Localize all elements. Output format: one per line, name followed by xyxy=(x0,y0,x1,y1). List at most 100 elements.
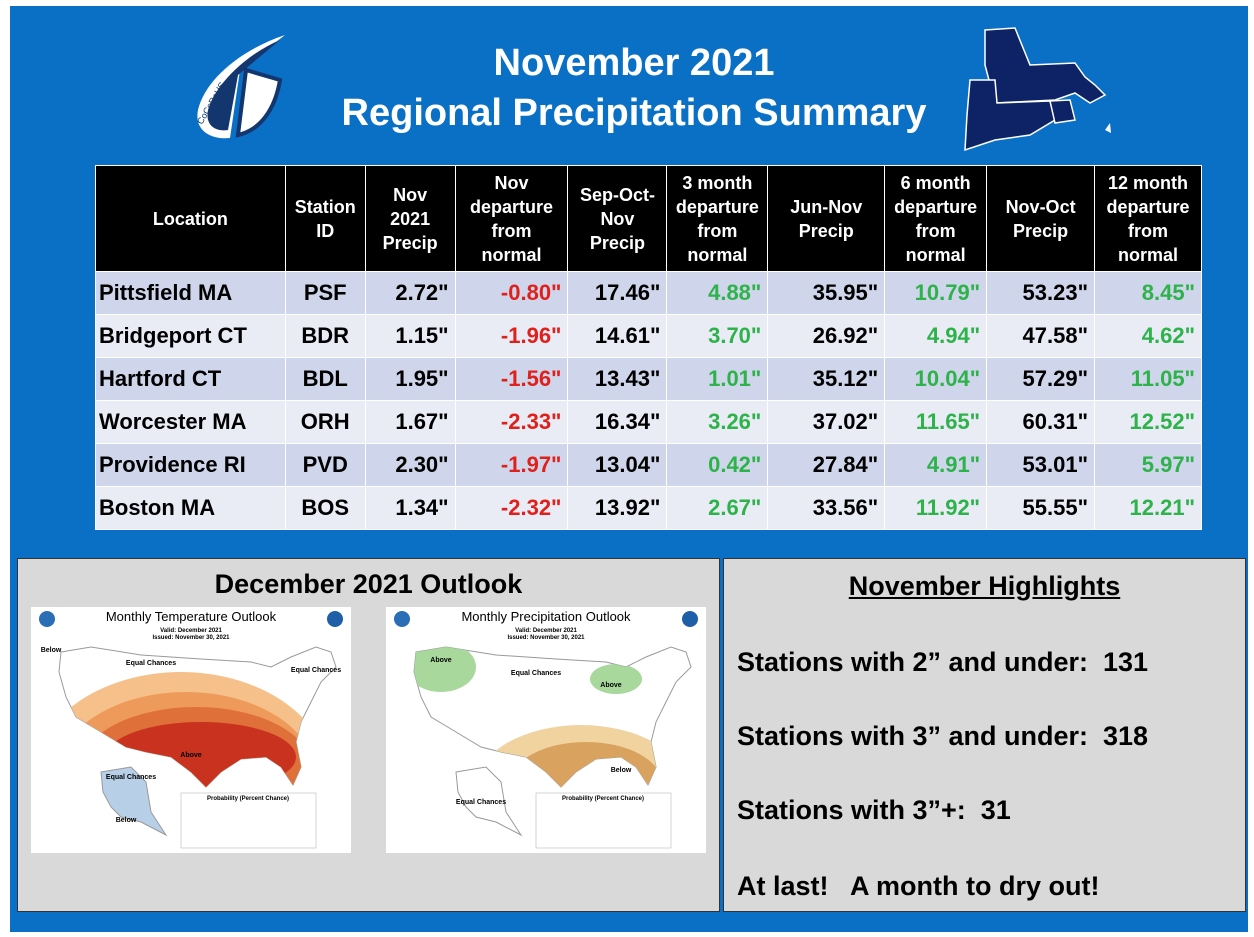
table-row: Worcester MA ORH 1.67" -2.33" 16.34" 3.26" 37.… xyxy=(95,400,1202,444)
table-cell: 5.97" xyxy=(1094,443,1202,487)
highlight: Stations with 3” and under: 318 xyxy=(737,721,1149,751)
table-cell: 1.15" xyxy=(364,314,456,358)
table-cell: -1.96" xyxy=(454,314,569,358)
column-header: Nov-Oct Precip xyxy=(986,165,1096,272)
column-header: Jun-Nov Precip xyxy=(767,165,886,272)
table-cell: 3.26" xyxy=(666,400,769,444)
table-cell: 13.43" xyxy=(567,357,668,401)
legend-box xyxy=(180,792,317,849)
table-cell: 11.05" xyxy=(1094,357,1202,401)
table-cell: 3.70" xyxy=(666,314,769,358)
agency-logo xyxy=(327,611,343,627)
highlight: At last! A month to dry out! xyxy=(737,871,1100,901)
table-cell: 10.04" xyxy=(884,357,988,401)
table-cell: 35.12" xyxy=(767,357,886,401)
table-cell: 55.55" xyxy=(986,486,1096,530)
column-header: Station ID xyxy=(284,165,366,272)
column-header: Sep-Oct- Nov Precip xyxy=(567,165,668,272)
map-label: Equal Chances xyxy=(291,667,341,674)
table-cell: Boston MA xyxy=(95,486,286,530)
table-cell: 35.95" xyxy=(767,271,886,315)
legend-box xyxy=(535,792,672,849)
map-label: Equal Chances xyxy=(106,774,156,781)
table-row: Bridgeport CT BDR 1.15" -1.96" 14.61" 3.70" 26… xyxy=(95,314,1202,358)
column-header: 6 month departure from normal xyxy=(884,165,988,272)
column-header: 3 month departure from normal xyxy=(666,165,769,272)
table-cell: 2.67" xyxy=(666,486,769,530)
map-label: Above xyxy=(600,682,622,689)
table-cell: 13.04" xyxy=(567,443,668,487)
map-label: Below xyxy=(41,647,62,654)
table-cell: 4.94" xyxy=(884,314,988,358)
table-cell: -2.33" xyxy=(454,400,569,444)
table-cell: 17.46" xyxy=(567,271,668,315)
highlights-title: November Highlights xyxy=(848,571,1121,601)
table-cell: Bridgeport CT xyxy=(95,314,286,358)
table-cell: 11.92" xyxy=(884,486,988,530)
temperature-map: Monthly Temperature Outlook Valid: Decemb… xyxy=(31,607,351,853)
table-cell: BOS xyxy=(284,486,366,530)
table-cell: 11.65" xyxy=(884,400,988,444)
column-header: Nov departure from normal xyxy=(454,165,569,272)
table-cell: -0.80" xyxy=(454,271,569,315)
table-cell: Pittsfield MA xyxy=(95,271,286,315)
table-cell: 4.62" xyxy=(1094,314,1202,358)
title: November 2021 xyxy=(493,42,775,84)
table-cell: BDR xyxy=(284,314,366,358)
table-cell: 2.72" xyxy=(364,271,456,315)
map-valid: Valid: December 2021 xyxy=(160,628,222,634)
table-cell: 1.34" xyxy=(364,486,456,530)
column-header: 12 month departure from normal xyxy=(1094,165,1202,272)
map-label: Equal Chances xyxy=(511,670,561,677)
table-cell: 53.23" xyxy=(986,271,1096,315)
table-cell: 2.30" xyxy=(364,443,456,487)
table-cell: BDL xyxy=(284,357,366,401)
agency-logo xyxy=(682,611,698,627)
table-cell: 12.21" xyxy=(1094,486,1202,530)
table-cell: PVD xyxy=(284,443,366,487)
table-cell: -1.56" xyxy=(454,357,569,401)
precipitation-map: Monthly Precipitation Outlook Valid: Dece… xyxy=(386,607,706,853)
table-cell: 14.61" xyxy=(567,314,668,358)
logo: CoCoRaHS xyxy=(195,35,285,139)
map-label: Equal Chances xyxy=(456,799,506,806)
column-header: Nov 2021 Precip xyxy=(364,165,456,272)
agency-logo xyxy=(394,611,410,627)
table-row: Providence RI PVD 2.30" -1.97" 13.04" 0.42" 27… xyxy=(95,443,1202,487)
region-map xyxy=(964,27,1111,152)
table-cell: 4.88" xyxy=(666,271,769,315)
map-label: Above xyxy=(180,752,202,759)
table-cell: ORH xyxy=(284,400,366,444)
table-cell: 33.56" xyxy=(767,486,886,530)
map-label: Above xyxy=(430,657,452,664)
table-row: Pittsfield MA PSF 2.72" -0.80" 17.46" 4.88" 35… xyxy=(95,271,1202,315)
map-title: Monthly Precipitation Outlook xyxy=(461,609,631,624)
map-label: Equal Chances xyxy=(126,660,176,667)
map-issued: Issued: November 30, 2021 xyxy=(507,635,585,641)
table-cell: 10.79" xyxy=(884,271,988,315)
table-cell: 37.02" xyxy=(767,400,886,444)
table-cell: 4.91" xyxy=(884,443,988,487)
table-cell: -1.97" xyxy=(454,443,569,487)
table-cell: 13.92" xyxy=(567,486,668,530)
table-cell: Hartford CT xyxy=(95,357,286,401)
table-cell: 16.34" xyxy=(567,400,668,444)
table-cell: 1.01" xyxy=(666,357,769,401)
table-cell: 12.52" xyxy=(1094,400,1202,444)
table-cell: 57.29" xyxy=(986,357,1096,401)
map-valid: Valid: December 2021 xyxy=(515,628,577,634)
table-cell: 53.01" xyxy=(986,443,1096,487)
outlook-panel: December 2021 Outlook Monthly Temperatur… xyxy=(17,558,720,912)
table-cell: 60.31" xyxy=(986,400,1096,444)
table-cell: Worcester MA xyxy=(95,400,286,444)
column-header: Location xyxy=(95,165,286,272)
alaska xyxy=(100,766,168,837)
table-cell: 47.58" xyxy=(986,314,1096,358)
map-label: Below xyxy=(611,767,632,774)
table-cell: 0.42" xyxy=(666,443,769,487)
outlook-band xyxy=(414,647,476,692)
legend-title: Probability (Percent Chance) xyxy=(562,796,644,802)
table-cell: 1.67" xyxy=(364,400,456,444)
map-label: Below xyxy=(116,817,137,824)
